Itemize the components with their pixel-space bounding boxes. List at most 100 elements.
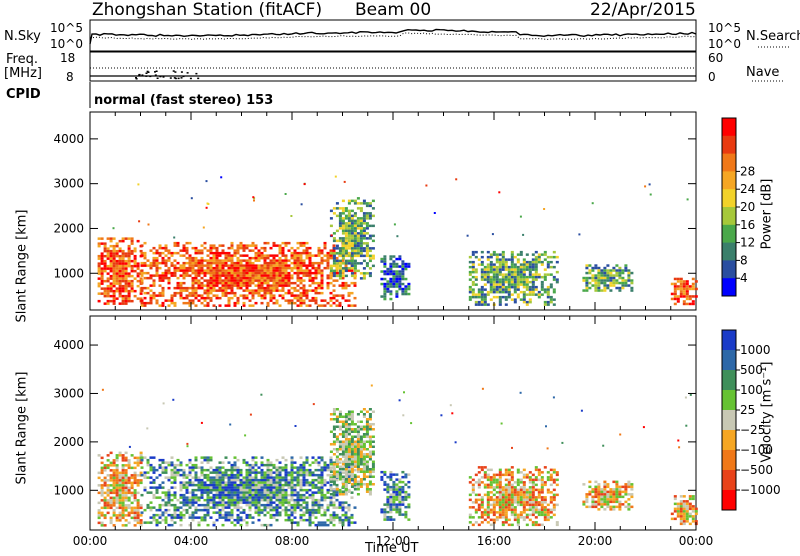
echo-cell bbox=[228, 501, 231, 504]
echo-cell bbox=[240, 501, 243, 504]
echo-cell bbox=[246, 272, 249, 275]
echo-cell bbox=[685, 425, 687, 427]
echo-cell bbox=[360, 277, 363, 280]
echo-cell bbox=[285, 479, 288, 482]
echo-cell bbox=[159, 292, 162, 295]
echo-cell bbox=[618, 508, 621, 511]
echo-cell bbox=[315, 501, 318, 504]
echo-cell bbox=[535, 504, 538, 507]
echo-cell bbox=[677, 505, 680, 508]
echo-cell bbox=[204, 274, 207, 277]
echo-cell bbox=[333, 265, 336, 268]
echo-cell bbox=[183, 514, 186, 517]
echo-cell bbox=[333, 408, 336, 411]
echo-cell bbox=[291, 267, 294, 270]
echo-cell bbox=[279, 284, 282, 287]
echo-cell bbox=[246, 284, 249, 287]
echo-cell bbox=[180, 282, 183, 285]
echo-cell bbox=[210, 252, 213, 255]
echo-cell bbox=[198, 249, 201, 252]
echo-cell bbox=[204, 259, 207, 262]
echo-cell bbox=[228, 499, 231, 502]
echo-cell bbox=[392, 278, 395, 281]
echo-cell bbox=[603, 274, 606, 277]
echo-cell bbox=[594, 279, 597, 282]
echo-cell bbox=[404, 268, 407, 271]
echo-cell bbox=[104, 497, 107, 500]
echo-cell bbox=[481, 293, 484, 296]
echo-cell bbox=[683, 300, 686, 303]
echo-cell bbox=[522, 234, 524, 236]
echo-cell bbox=[342, 212, 345, 215]
echo-cell bbox=[357, 451, 360, 454]
echo-cell bbox=[147, 272, 150, 275]
echo-cell bbox=[260, 394, 262, 396]
echo-cell bbox=[219, 274, 222, 277]
echo-cell bbox=[300, 277, 303, 280]
echo-cell bbox=[291, 262, 294, 265]
echo-cell bbox=[505, 474, 508, 477]
echo-cell bbox=[297, 484, 300, 487]
echo-cell bbox=[258, 489, 261, 492]
echo-cell bbox=[264, 272, 267, 275]
echo-cell bbox=[207, 514, 210, 517]
echo-cell bbox=[594, 486, 597, 489]
echo-cell bbox=[279, 274, 282, 277]
echo-cell bbox=[225, 474, 228, 477]
echo-cell bbox=[273, 302, 276, 305]
echo-cell bbox=[189, 459, 192, 462]
echo-cell bbox=[270, 516, 273, 519]
echo-cell bbox=[333, 516, 336, 519]
echo-cell bbox=[487, 486, 490, 489]
echo-cell bbox=[475, 303, 478, 306]
echo-cell bbox=[125, 260, 128, 263]
echo-cell bbox=[110, 285, 113, 288]
echo-cell bbox=[258, 267, 261, 270]
echo-cell bbox=[363, 416, 366, 419]
echo-cell bbox=[523, 519, 526, 522]
echo-cell bbox=[258, 494, 261, 497]
echo-cell bbox=[627, 274, 630, 277]
echo-cell bbox=[538, 261, 541, 264]
echo-cell bbox=[128, 275, 131, 278]
echo-cell bbox=[401, 503, 404, 506]
echo-cell bbox=[173, 237, 175, 239]
echo-cell bbox=[336, 456, 339, 459]
echo-cell bbox=[624, 483, 627, 486]
echo-cell bbox=[306, 469, 309, 472]
echo-cell bbox=[104, 250, 107, 253]
echo-cell bbox=[131, 467, 134, 470]
echo-cell bbox=[294, 521, 297, 524]
echo-cell bbox=[168, 491, 171, 494]
echo-cell bbox=[285, 274, 288, 277]
echo-cell bbox=[487, 281, 490, 284]
echo-cell bbox=[294, 466, 297, 469]
echo-cell bbox=[469, 521, 472, 524]
echo-cell bbox=[689, 288, 692, 291]
echo-cell bbox=[612, 279, 615, 282]
echo-cell bbox=[339, 413, 342, 416]
echo-cell bbox=[312, 461, 315, 464]
echo-cell bbox=[282, 297, 285, 300]
echo-cell bbox=[219, 471, 222, 474]
echo-cell bbox=[348, 267, 351, 270]
echo-cell bbox=[204, 506, 207, 509]
echo-cell bbox=[140, 514, 143, 517]
echo-cell bbox=[394, 223, 396, 225]
echo-cell bbox=[395, 265, 398, 268]
echo-cell bbox=[591, 506, 594, 509]
echo-cell bbox=[177, 469, 180, 472]
echo-cell bbox=[225, 494, 228, 497]
echo-cell bbox=[591, 267, 594, 270]
echo-cell bbox=[472, 283, 475, 286]
echo-cell bbox=[321, 277, 324, 280]
echo-cell bbox=[125, 497, 128, 500]
echo-cell bbox=[345, 453, 348, 456]
echo-cell bbox=[119, 489, 122, 492]
echo-cell bbox=[246, 481, 249, 484]
echo-cell bbox=[183, 481, 186, 484]
echo-cell bbox=[357, 240, 360, 243]
echo-cell bbox=[615, 287, 618, 290]
echo-cell bbox=[354, 448, 357, 451]
echo-cell bbox=[134, 494, 137, 497]
